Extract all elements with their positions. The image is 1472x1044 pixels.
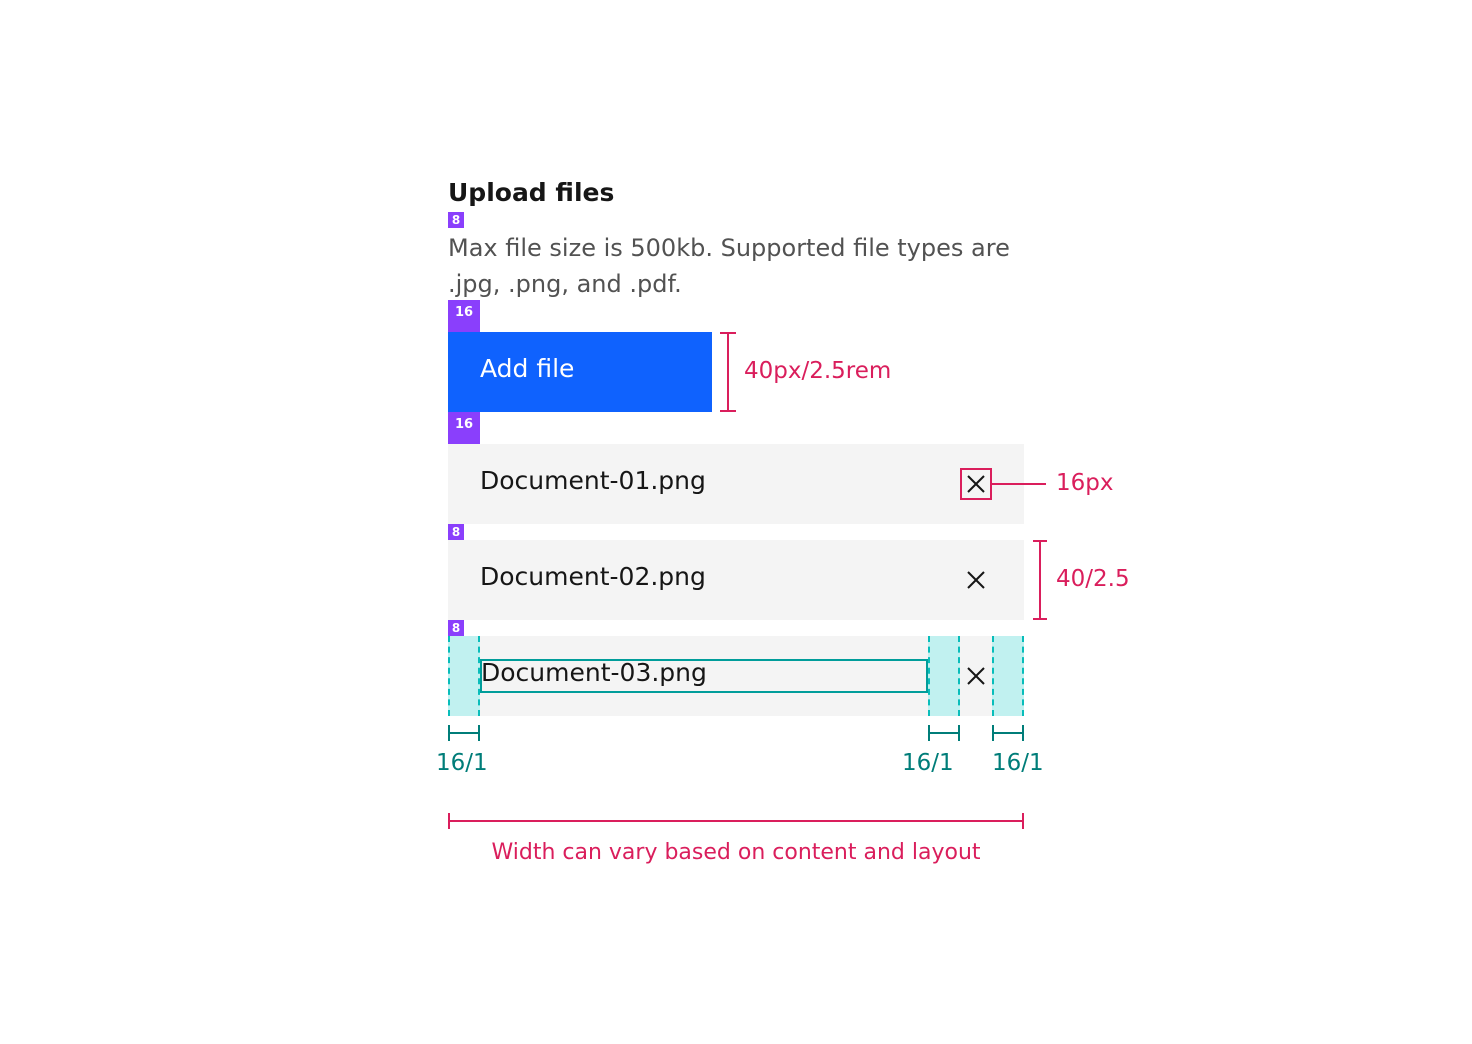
add-file-label: Add file [480,354,575,383]
file-row: Document-02.png [448,540,1024,620]
padding-right [992,636,1024,716]
spacer-16: 16 [448,300,480,332]
padding-right-measure [992,725,1024,741]
spacer-8: 8 [448,620,464,636]
file-name: Document-02.png [480,562,706,591]
upload-description: Max file size is 500kb. Supported file t… [448,234,1010,298]
row-height-label: 40/2.5 [1056,566,1130,592]
width-note: Width can vary based on content and layo… [491,840,981,865]
padding-mid [928,636,960,716]
icon-size-leader [992,483,1046,485]
padding-left-measure [448,725,480,741]
file-row: Document-03.png [448,636,1024,716]
file-name: Document-03.png [481,658,707,687]
padding-mid-label: 16/1 [902,750,954,776]
add-file-button[interactable]: Add file [448,332,712,412]
width-measure [448,813,1024,829]
file-name: Document-01.png [480,466,706,495]
row-height-bracket [1033,540,1047,620]
icon-size-label: 16px [1056,470,1114,496]
padding-mid-measure [928,725,960,741]
close-icon[interactable] [962,662,990,690]
text-bounding-box [480,659,928,693]
upload-title: Upload files [448,178,615,207]
button-height-label: 40px/2.5rem [744,358,892,384]
close-icon[interactable] [960,468,992,500]
close-icon[interactable] [962,566,990,594]
file-row: Document-01.png [448,444,1024,524]
padding-left [448,636,480,716]
spacer-8: 8 [448,524,464,540]
padding-left-label: 16/1 [436,750,488,776]
spacer-8: 8 [448,212,464,228]
padding-right-label: 16/1 [992,750,1044,776]
spacer-16: 16 [448,412,480,444]
button-height-bracket [720,332,736,412]
